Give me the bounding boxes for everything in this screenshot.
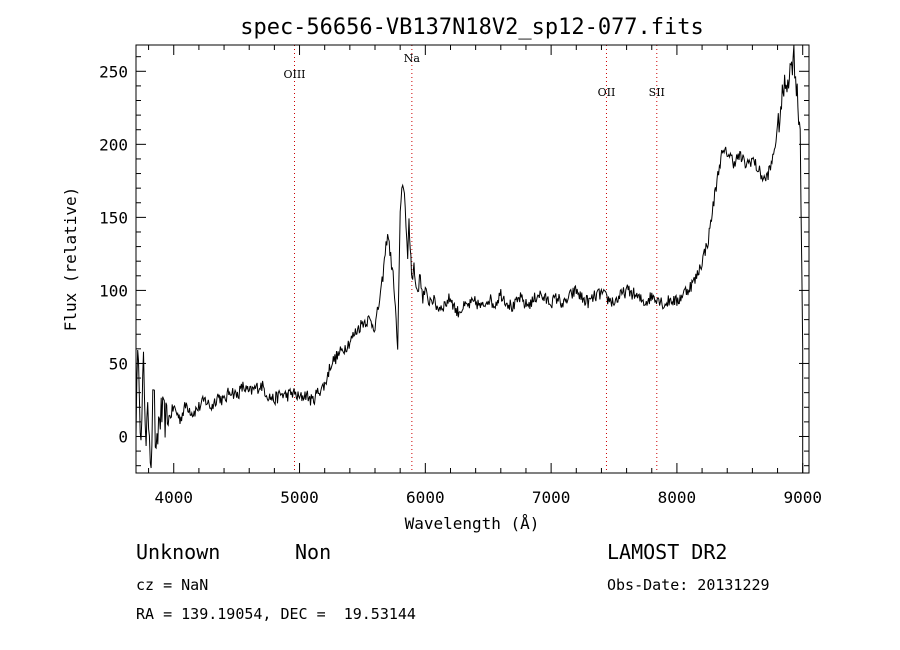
y-tick-label: 200 (99, 135, 128, 154)
redshift-cz: cz = NaN (136, 576, 209, 594)
y-tick-label: 100 (99, 281, 128, 300)
flux-series-line (135, 44, 804, 473)
plot-frame (135, 44, 810, 474)
y-tick-label: 0 (118, 427, 128, 446)
spectral-line-label: OII (598, 86, 616, 99)
y-axis-label: Flux (relative) (61, 187, 80, 332)
x-tick-label: 9000 (783, 488, 822, 507)
y-tick-label: 250 (99, 62, 128, 81)
x-tick-label: 4000 (154, 488, 193, 507)
spectral-line-label: OIII (283, 68, 305, 81)
chart-title: spec-56656-VB137N18V2_sp12-077.fits (240, 15, 704, 40)
ra-dec-coordinates: RA = 139.19054, DEC = 19.53144 (136, 605, 416, 623)
observation-date: Obs-Date: 20131229 (607, 576, 770, 594)
x-tick-label: 6000 (406, 488, 445, 507)
axis-ticks: 4000 5000 6000 7000 8000 9000 0 50 100 150 200 250 (99, 45, 822, 507)
subclass: Non (295, 540, 332, 564)
object-type: Unknown (136, 540, 221, 564)
y-tick-label: 50 (109, 354, 128, 373)
survey-name: LAMOST DR2 (607, 540, 728, 564)
x-tick-label: 7000 (532, 488, 571, 507)
spectral-line-label: SII (649, 86, 665, 99)
x-tick-label: 5000 (280, 488, 319, 507)
y-tick-label: 150 (99, 208, 128, 227)
spectral-line-markers: OIII Na OII SII (283, 45, 665, 473)
spectral-line-label: Na (404, 52, 421, 65)
x-axis-label: Wavelength (Å) (405, 514, 540, 533)
x-tick-label: 8000 (658, 488, 697, 507)
